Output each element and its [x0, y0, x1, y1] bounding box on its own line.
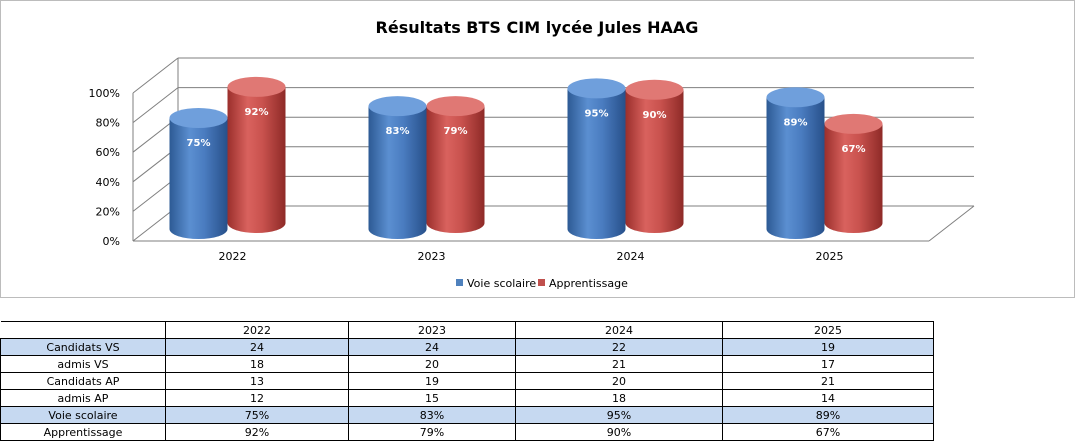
table-column-header: 2024 — [515, 321, 723, 339]
legend-item: Voie scolaire — [467, 277, 536, 290]
table-cell: 17 — [722, 355, 934, 373]
bar-body — [625, 89, 684, 234]
table-cell: 20 — [515, 372, 723, 390]
table-column-header: 2025 — [722, 321, 934, 339]
data-label: 90% — [643, 110, 667, 121]
table-cell: 24 — [348, 338, 516, 356]
x-tick-label: 2022 — [219, 250, 247, 263]
table-row: Candidats VS 24 24 22 19 — [0, 338, 934, 356]
gridline-side — [132, 57, 179, 94]
x-tick-label: 2024 — [617, 250, 645, 263]
bar-apprentissage-2024 — [625, 79, 684, 234]
table-row: Candidats AP 13 19 20 21 — [0, 372, 934, 390]
table-cell: 14 — [722, 389, 934, 407]
chart-title: Résultats BTS CIM lycée Jules HAAG — [376, 18, 699, 37]
bar-voie-scolaire-2025 — [766, 87, 825, 239]
table-header-row: 2022 2023 2024 2025 — [0, 321, 934, 339]
table-cell: 95% — [515, 406, 723, 424]
bar-voie-scolaire-2024 — [567, 78, 626, 240]
table-column-header: 2023 — [348, 321, 516, 339]
table-cell: 18 — [515, 389, 723, 407]
y-tick-label: 80% — [96, 117, 120, 130]
table-cell: 18 — [165, 355, 349, 373]
bar-top — [824, 113, 883, 134]
data-label: 79% — [444, 126, 468, 137]
table-cell: 92% — [165, 423, 349, 441]
table-cell: 79% — [348, 423, 516, 441]
bar-body — [426, 106, 485, 233]
table-row: admis AP 12 15 18 14 — [0, 389, 934, 407]
legend-swatch — [456, 279, 463, 286]
y-tick-label: 40% — [96, 176, 120, 189]
x-tick-label: 2023 — [418, 250, 446, 263]
table-cell: 90% — [515, 423, 723, 441]
table-row-label: admis AP — [0, 389, 166, 407]
bar-body — [169, 118, 228, 239]
bar-voie-scolaire-2023 — [368, 96, 427, 239]
table-cell: 89% — [722, 406, 934, 424]
gridline-side — [132, 87, 179, 123]
y-tick-label: 100% — [89, 87, 120, 100]
table-row: Apprentissage 92% 79% 90% 67% — [0, 423, 934, 441]
table-row-label: Candidats AP — [0, 372, 166, 390]
table-row: Voie scolaire 75% 83% 95% 89% — [0, 406, 934, 424]
bar-body — [824, 123, 883, 234]
data-label: 95% — [585, 108, 609, 119]
bar-chart: Résultats BTS CIM lycée Jules HAAG 0% 20%… — [89, 18, 975, 290]
table-row-label: Voie scolaire — [0, 406, 166, 424]
floor-edge — [928, 205, 975, 242]
bar-top — [169, 108, 228, 128]
table-cell: 83% — [348, 406, 516, 424]
data-label: 92% — [245, 107, 269, 118]
table-cell: 19 — [348, 372, 516, 390]
legend-item: Apprentissage — [549, 277, 628, 290]
bar-apprentissage-2022 — [227, 76, 286, 234]
table-cell: 15 — [348, 389, 516, 407]
table-cell: 20 — [348, 355, 516, 373]
y-tick-label: 20% — [96, 205, 120, 218]
data-label: 83% — [386, 126, 410, 137]
table-cell: 19 — [722, 338, 934, 356]
table-column-header: 2022 — [165, 321, 349, 339]
table-corner-cell — [0, 321, 166, 339]
legend-swatch — [538, 279, 545, 286]
data-label: 75% — [187, 138, 211, 149]
bar-body — [368, 106, 427, 239]
y-tick-label: 0% — [103, 235, 120, 248]
bar-body — [227, 86, 286, 234]
table-cell: 12 — [165, 389, 349, 407]
bar-body — [766, 97, 825, 239]
table-row-label: Candidats VS — [0, 338, 166, 356]
y-tick-label: 60% — [96, 146, 120, 159]
bar-body — [567, 88, 626, 240]
x-tick-label: 2025 — [816, 250, 844, 263]
bar-apprentissage-2025 — [824, 113, 883, 234]
table-cell: 21 — [722, 372, 934, 390]
table-row: admis VS 18 20 21 17 — [0, 355, 934, 373]
table-cell: 13 — [165, 372, 349, 390]
bar-top — [368, 96, 427, 117]
table-cell: 75% — [165, 406, 349, 424]
table-row-label: Apprentissage — [0, 423, 166, 441]
bar-top — [625, 79, 684, 100]
table-cell: 21 — [515, 355, 723, 373]
data-label: 67% — [842, 144, 866, 155]
bar-apprentissage-2023 — [426, 96, 485, 233]
data-label: 89% — [784, 117, 808, 128]
bar-top — [227, 76, 286, 97]
bar-top — [426, 96, 485, 117]
table-cell: 22 — [515, 338, 723, 356]
table-row-label: admis VS — [0, 355, 166, 373]
bar-voie-scolaire-2022 — [169, 108, 228, 239]
bar-top — [766, 87, 825, 108]
table-cell: 67% — [722, 423, 934, 441]
bar-top — [567, 78, 626, 99]
data-table: 2022 2023 2024 2025 Candidats VS 24 24 22 19 adm… — [0, 321, 934, 441]
table-cell: 24 — [165, 338, 349, 356]
